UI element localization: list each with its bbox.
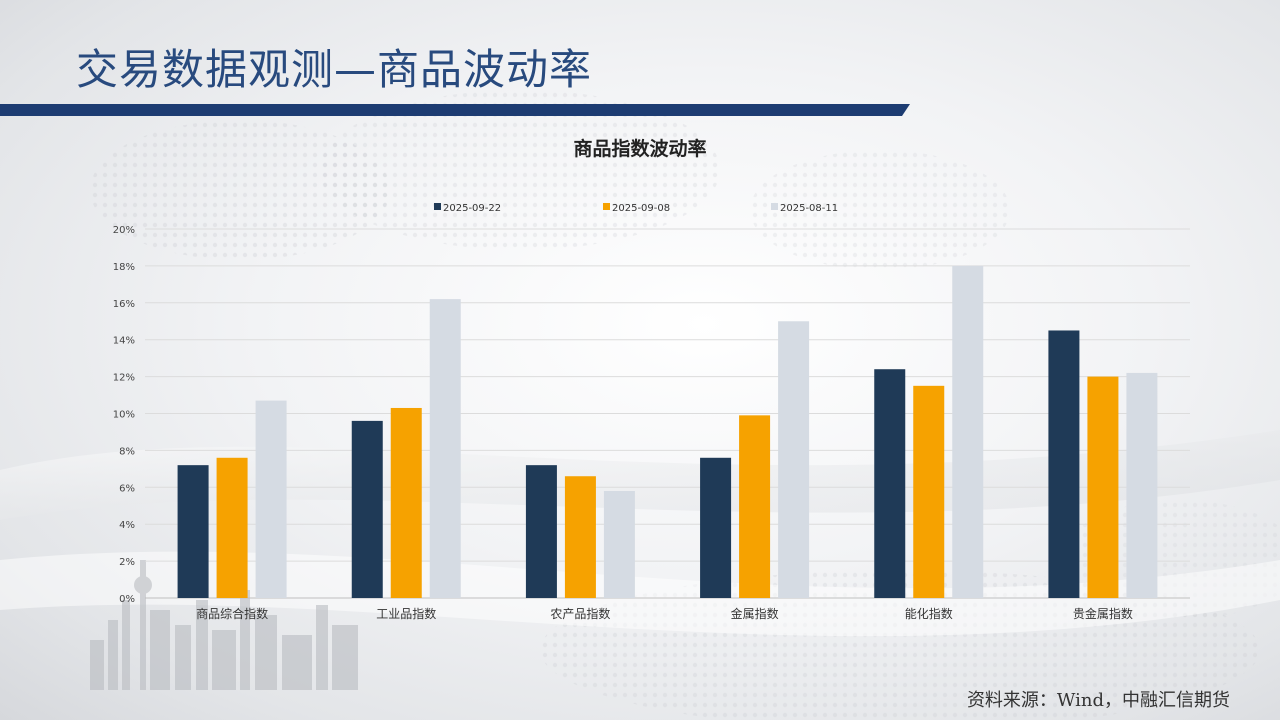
y-tick-label: 0% xyxy=(119,594,135,605)
bar-1 xyxy=(525,465,557,598)
x-tick-label: 工业品指数 xyxy=(376,606,436,621)
bar-2 xyxy=(216,457,248,598)
bar-3 xyxy=(429,299,461,598)
bar-1 xyxy=(1048,330,1080,598)
bar-3 xyxy=(255,400,287,598)
bar-1 xyxy=(177,465,209,598)
legend-label: 2025-09-08 xyxy=(612,203,670,214)
chart-title: 商品指数波动率 xyxy=(573,138,707,160)
bar-2 xyxy=(739,415,771,598)
bar-2 xyxy=(1087,376,1119,598)
bar-2 xyxy=(390,407,422,598)
y-tick-label: 10% xyxy=(113,410,135,421)
y-tick-label: 8% xyxy=(119,446,135,457)
bar-1 xyxy=(874,369,906,598)
y-tick-label: 20% xyxy=(113,225,135,236)
y-tick-label: 14% xyxy=(113,336,135,347)
title-rule xyxy=(0,104,910,116)
legend-swatch xyxy=(771,203,778,210)
x-tick-label: 商品综合指数 xyxy=(196,606,268,621)
y-tick-label: 6% xyxy=(119,483,135,494)
source-note: 资料来源：Wind，中融汇信期货 xyxy=(966,690,1230,711)
x-tick-label: 金属指数 xyxy=(731,606,779,621)
bar-3 xyxy=(778,321,810,598)
legend-swatch xyxy=(603,203,610,210)
bar-2 xyxy=(564,476,596,598)
legend-label: 2025-08-11 xyxy=(780,203,838,214)
bar-3 xyxy=(952,265,984,598)
page-title: 交易数据观测—商品波动率 xyxy=(76,45,593,94)
bar-1 xyxy=(351,420,383,598)
bar-3 xyxy=(1126,372,1158,598)
bar-1 xyxy=(700,457,732,598)
legend-label: 2025-09-22 xyxy=(443,203,501,214)
bar-3 xyxy=(603,490,635,598)
y-tick-label: 12% xyxy=(113,373,135,384)
x-tick-label: 能化指数 xyxy=(905,606,953,621)
y-tick-label: 2% xyxy=(119,557,135,568)
legend-swatch xyxy=(434,203,441,210)
y-tick-label: 18% xyxy=(113,262,135,273)
x-tick-label: 农产品指数 xyxy=(550,606,610,621)
x-tick-label: 贵金属指数 xyxy=(1073,606,1133,621)
y-tick-label: 16% xyxy=(113,299,135,310)
bar-2 xyxy=(913,385,945,598)
y-tick-label: 4% xyxy=(119,520,135,531)
